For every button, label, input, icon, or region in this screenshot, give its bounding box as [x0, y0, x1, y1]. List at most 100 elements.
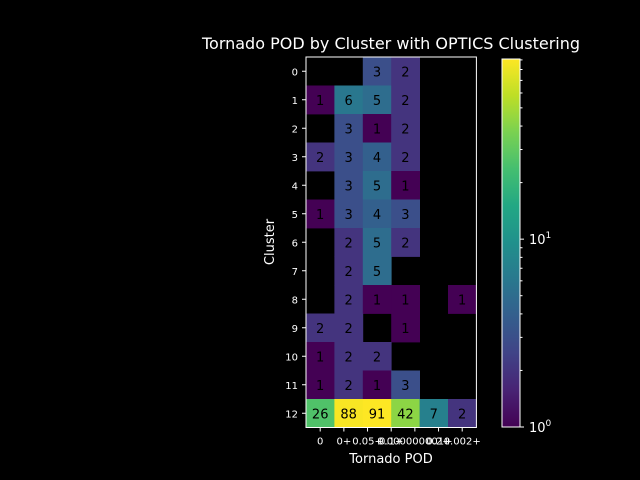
y-tick-label: 0 [292, 67, 298, 78]
heatmap-cell [334, 313, 364, 343]
heatmap-cell [391, 285, 420, 314]
y-tick-label: 10 [285, 352, 298, 363]
cell-value-label: 4 [373, 151, 381, 166]
cell-value-label: 1 [316, 208, 324, 223]
heatmap-cell [334, 85, 364, 115]
heatmap-cell [391, 313, 420, 343]
cell-value-label: 2 [401, 122, 409, 137]
cell-value-label: 5 [373, 94, 381, 109]
heatmap-cell [391, 57, 420, 86]
cell-value-label: 3 [401, 379, 409, 394]
heatmap-cell [419, 399, 449, 428]
cell-value-label: 1 [401, 322, 409, 337]
x-tick-label: 0.1+ [379, 437, 403, 448]
y-tick-label: 4 [292, 181, 298, 192]
heatmap-cell [306, 142, 335, 172]
heatmap-cell [362, 256, 392, 286]
cell-value-label: 1 [316, 350, 324, 365]
colorbar-ticks: 100 101 [520, 59, 552, 436]
cell-value-label: 3 [373, 65, 381, 80]
cell-value-label: 88 [340, 407, 357, 422]
x-tick-label: 0.000000001+ [377, 437, 452, 448]
cell-value-label: 7 [430, 407, 438, 422]
heatmap-cell [334, 199, 364, 229]
cell-value-label: 2 [458, 407, 466, 422]
cell-value-label: 1 [458, 293, 466, 308]
cell-value-label: 3 [401, 208, 409, 223]
cell-value-label: 3 [344, 151, 352, 166]
cell-value-label: 3 [344, 208, 352, 223]
heatmap-cell [391, 199, 420, 229]
cell-value-label: 1 [401, 179, 409, 194]
x-tick-label: 0+ [336, 437, 351, 448]
colorbar-tick-label: 101 [529, 231, 551, 248]
cell-value-label: 1 [316, 94, 324, 109]
heatmap-cell [362, 171, 392, 200]
cell-value-label: 3 [344, 122, 352, 137]
cell-value-label: 91 [369, 407, 386, 422]
cell-value-label: 2 [344, 322, 352, 337]
heatmap-cell [362, 199, 392, 229]
cell-value-label: 2 [401, 236, 409, 251]
heatmap-cell [334, 342, 364, 371]
x-axis-label: Tornado POD [348, 452, 432, 467]
heatmap-cell [334, 171, 364, 200]
y-tick-label: 2 [292, 124, 298, 135]
cell-value-label: 5 [373, 236, 381, 251]
x-tick-label: 0 [317, 437, 323, 448]
colorbar-gradient [501, 58, 521, 428]
chart-title: Tornado POD by Cluster with OPTICS Clust… [201, 34, 580, 53]
cell-value-label: 2 [316, 151, 324, 166]
heatmap-cells: 3 21 6 5 23 1 22 3 4 23 5 11 3 4 32 5 22 52 1 1 12 2 11 2 21 2 1 32… [306, 57, 477, 428]
cell-value-label: 2 [344, 265, 352, 280]
cell-value-label: 2 [344, 293, 352, 308]
cell-value-label: 1 [401, 293, 409, 308]
cell-value-label: 26 [312, 407, 329, 422]
heatmap-cell [362, 370, 392, 400]
heatmap-cell [391, 142, 420, 172]
cell-value-label: 42 [397, 407, 414, 422]
cell-value-label: 1 [373, 293, 381, 308]
cell-value-label: 2 [344, 236, 352, 251]
heatmap-cell [362, 228, 392, 257]
heatmap-cell [448, 399, 477, 428]
heatmap-cell [391, 370, 420, 400]
heatmap-cell [391, 228, 420, 257]
heatmap-cell [306, 199, 335, 229]
heatmap-cell [334, 285, 364, 314]
x-tick-label: 0.05+ [352, 437, 383, 448]
y-tick-label: 9 [292, 324, 298, 335]
heatmap-cell [362, 285, 392, 314]
cell-value-label: 2 [401, 151, 409, 166]
heatmap-cell [334, 370, 364, 400]
cell-value-label: 5 [373, 265, 381, 280]
heatmap-cell [362, 142, 392, 172]
y-tick-label: 11 [285, 381, 298, 392]
heatmap-cell [391, 399, 420, 428]
heatmap-cell [362, 399, 392, 428]
heatmap-cell [391, 171, 420, 200]
heatmap-cell [448, 285, 477, 314]
heatmap-cell [306, 313, 335, 343]
y-tick-label: 1 [292, 96, 298, 107]
cell-value-label: 2 [373, 350, 381, 365]
heatmap-cell [334, 142, 364, 172]
cell-value-label: 4 [373, 208, 381, 223]
heatmap-cell [362, 114, 392, 143]
heatmap-cell [362, 85, 392, 115]
heatmap-cell [391, 85, 420, 115]
y-tick-label: 12 [285, 409, 298, 420]
heatmap-cell [334, 256, 364, 286]
y-tick-label: 3 [292, 153, 298, 164]
y-tick-label: 7 [292, 267, 298, 278]
cell-value-label: 3 [344, 179, 352, 194]
cell-value-label: 2 [344, 350, 352, 365]
colorbar-tick-label: 100 [529, 419, 552, 436]
heatmap-cell [306, 342, 335, 371]
cell-value-label: 1 [373, 379, 381, 394]
heatmap-cell [306, 370, 335, 400]
cell-value-label: 5 [373, 179, 381, 194]
heatmap-cell [362, 342, 392, 371]
